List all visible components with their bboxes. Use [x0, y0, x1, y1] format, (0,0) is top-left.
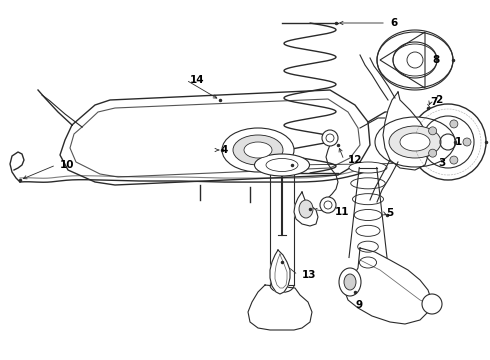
Polygon shape — [383, 92, 430, 170]
Polygon shape — [60, 90, 370, 185]
Ellipse shape — [244, 142, 272, 158]
Circle shape — [422, 294, 442, 314]
Ellipse shape — [375, 117, 455, 167]
Ellipse shape — [349, 162, 387, 173]
Ellipse shape — [356, 225, 380, 236]
Text: 11: 11 — [335, 207, 349, 217]
Ellipse shape — [299, 200, 313, 218]
Ellipse shape — [360, 257, 376, 268]
Circle shape — [450, 156, 458, 164]
Ellipse shape — [354, 210, 382, 220]
Polygon shape — [270, 250, 290, 294]
Text: 12: 12 — [348, 155, 363, 165]
Circle shape — [322, 130, 338, 146]
Text: 14: 14 — [190, 75, 205, 85]
Polygon shape — [377, 30, 453, 90]
Text: 1: 1 — [455, 137, 462, 147]
Text: 6: 6 — [390, 18, 397, 28]
Circle shape — [410, 104, 486, 180]
Text: 5: 5 — [386, 208, 393, 218]
Circle shape — [450, 120, 458, 128]
Circle shape — [320, 197, 336, 213]
Ellipse shape — [358, 241, 378, 252]
Ellipse shape — [400, 133, 430, 151]
Ellipse shape — [222, 128, 294, 172]
Ellipse shape — [344, 274, 356, 290]
Text: 13: 13 — [302, 270, 317, 280]
Polygon shape — [380, 32, 425, 88]
Text: 10: 10 — [60, 160, 74, 170]
Ellipse shape — [254, 154, 310, 176]
Polygon shape — [294, 192, 318, 226]
Ellipse shape — [233, 135, 283, 165]
Text: 7: 7 — [430, 97, 438, 107]
Polygon shape — [345, 248, 432, 324]
Text: 4: 4 — [220, 145, 227, 155]
Polygon shape — [248, 285, 312, 330]
Text: 9: 9 — [355, 300, 362, 310]
Ellipse shape — [389, 126, 441, 158]
Ellipse shape — [352, 194, 384, 205]
Circle shape — [463, 138, 471, 146]
Ellipse shape — [339, 268, 361, 296]
Circle shape — [429, 127, 437, 135]
Ellipse shape — [351, 178, 385, 189]
Text: 8: 8 — [432, 55, 439, 65]
Circle shape — [429, 149, 437, 157]
Text: 2: 2 — [435, 95, 442, 105]
Text: 3: 3 — [438, 158, 445, 168]
